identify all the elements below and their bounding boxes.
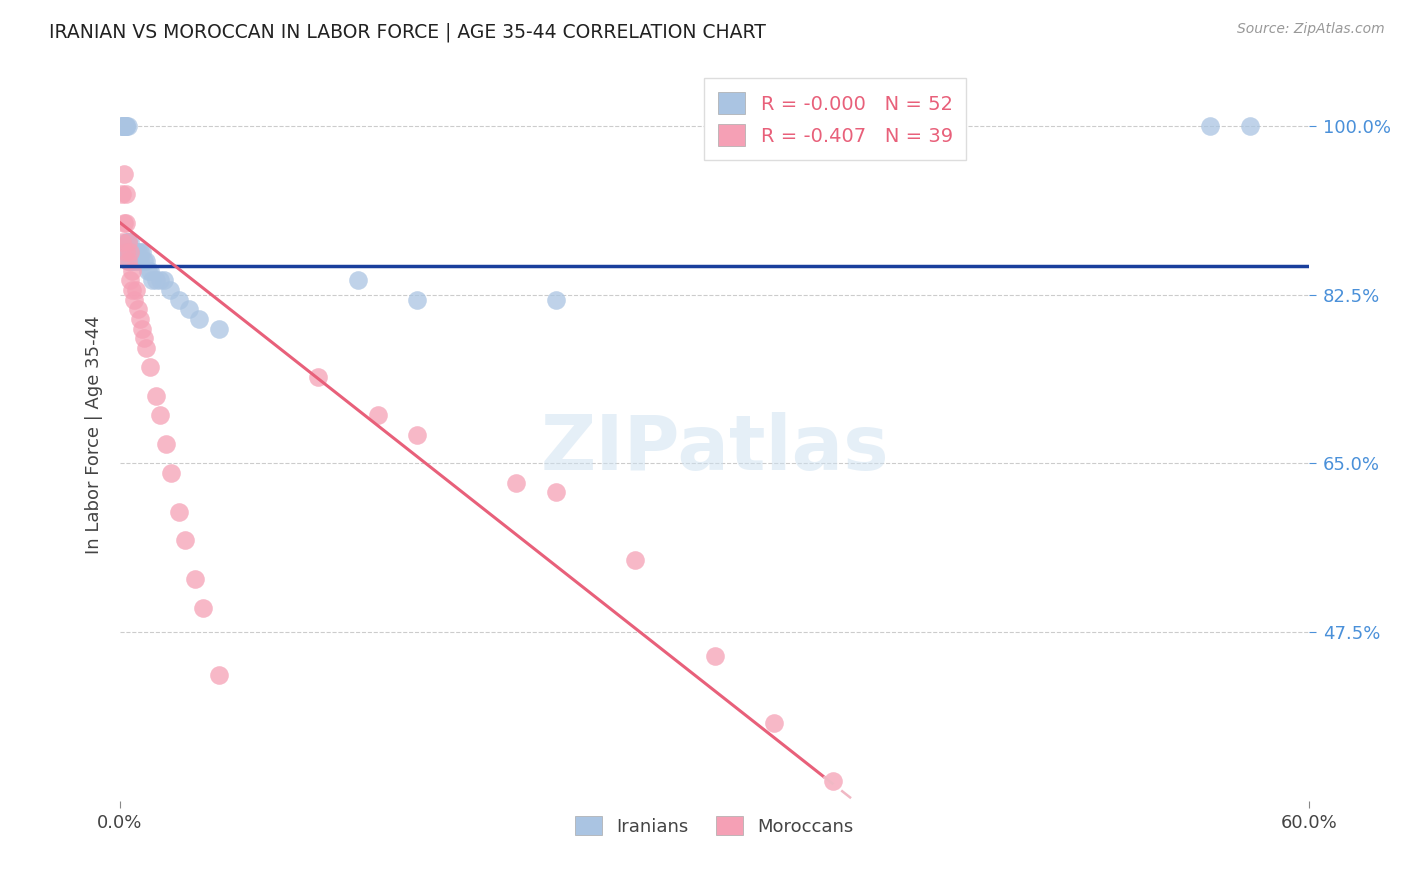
Text: Source: ZipAtlas.com: Source: ZipAtlas.com <box>1237 22 1385 37</box>
Point <box>1239 120 1261 134</box>
Point <box>118 244 141 259</box>
Point <box>131 321 153 335</box>
Point <box>138 264 160 278</box>
Point <box>112 216 135 230</box>
Point <box>111 120 134 134</box>
Point <box>179 302 201 317</box>
Y-axis label: In Labor Force | Age 35-44: In Labor Force | Age 35-44 <box>86 315 103 554</box>
Point <box>117 244 139 259</box>
Point <box>121 254 143 268</box>
Point <box>184 572 207 586</box>
Legend: R = -0.000   N = 52, R = -0.407   N = 39: R = -0.000 N = 52, R = -0.407 N = 39 <box>704 78 966 160</box>
Point <box>127 254 149 268</box>
Point <box>112 120 135 134</box>
Point <box>188 312 211 326</box>
Point <box>135 341 157 355</box>
Point <box>703 648 725 663</box>
Point <box>128 244 150 259</box>
Point <box>111 186 134 201</box>
Point <box>346 273 368 287</box>
Point <box>1199 120 1222 134</box>
Point <box>160 466 183 480</box>
Point <box>115 244 138 259</box>
Point <box>307 369 329 384</box>
Point <box>117 235 139 249</box>
Point <box>132 331 155 345</box>
Point <box>121 244 143 259</box>
Point <box>112 120 135 134</box>
Point <box>121 283 143 297</box>
Text: ZIPatlas: ZIPatlas <box>540 412 889 486</box>
Point <box>136 264 159 278</box>
Point <box>544 485 567 500</box>
Point <box>159 283 181 297</box>
Point <box>115 244 138 259</box>
Point <box>115 216 138 230</box>
Point <box>112 120 135 134</box>
Point <box>169 293 191 307</box>
Point <box>367 409 389 423</box>
Point <box>505 475 527 490</box>
Point <box>122 293 145 307</box>
Point <box>122 244 145 259</box>
Point <box>145 273 167 287</box>
Point <box>121 264 143 278</box>
Point <box>111 120 134 134</box>
Point <box>111 235 134 249</box>
Point <box>169 505 191 519</box>
Point <box>122 244 145 259</box>
Point <box>117 254 139 268</box>
Point <box>131 244 153 259</box>
Point <box>208 668 231 682</box>
Point <box>117 254 139 268</box>
Point <box>149 273 172 287</box>
Point <box>115 186 138 201</box>
Point <box>193 600 215 615</box>
Point <box>118 254 141 268</box>
Point <box>152 273 174 287</box>
Point <box>141 273 163 287</box>
Point <box>125 254 148 268</box>
Point <box>118 273 141 287</box>
Point <box>145 389 167 403</box>
Point <box>127 302 149 317</box>
Point <box>174 533 197 548</box>
Point <box>112 120 135 134</box>
Point <box>112 168 135 182</box>
Point <box>125 244 148 259</box>
Point <box>125 283 148 297</box>
Point <box>121 254 143 268</box>
Point <box>117 235 139 249</box>
Point <box>132 254 155 268</box>
Point <box>128 254 150 268</box>
Point <box>115 120 138 134</box>
Point <box>544 293 567 307</box>
Point <box>149 409 172 423</box>
Text: IRANIAN VS MOROCCAN IN LABOR FORCE | AGE 35-44 CORRELATION CHART: IRANIAN VS MOROCCAN IN LABOR FORCE | AGE… <box>49 22 766 42</box>
Point <box>138 360 160 375</box>
Point <box>128 312 150 326</box>
Point <box>208 321 231 335</box>
Point <box>118 244 141 259</box>
Point <box>406 293 429 307</box>
Point <box>762 716 785 731</box>
Point <box>118 235 141 249</box>
Point <box>624 552 647 566</box>
Point <box>823 774 845 789</box>
Point <box>135 254 157 268</box>
Point <box>117 235 139 249</box>
Point <box>115 235 138 249</box>
Point <box>406 427 429 442</box>
Point <box>122 254 145 268</box>
Point <box>115 120 138 134</box>
Point <box>115 120 138 134</box>
Point <box>118 254 141 268</box>
Point <box>155 437 177 451</box>
Point <box>127 244 149 259</box>
Point <box>111 120 134 134</box>
Point <box>117 120 139 134</box>
